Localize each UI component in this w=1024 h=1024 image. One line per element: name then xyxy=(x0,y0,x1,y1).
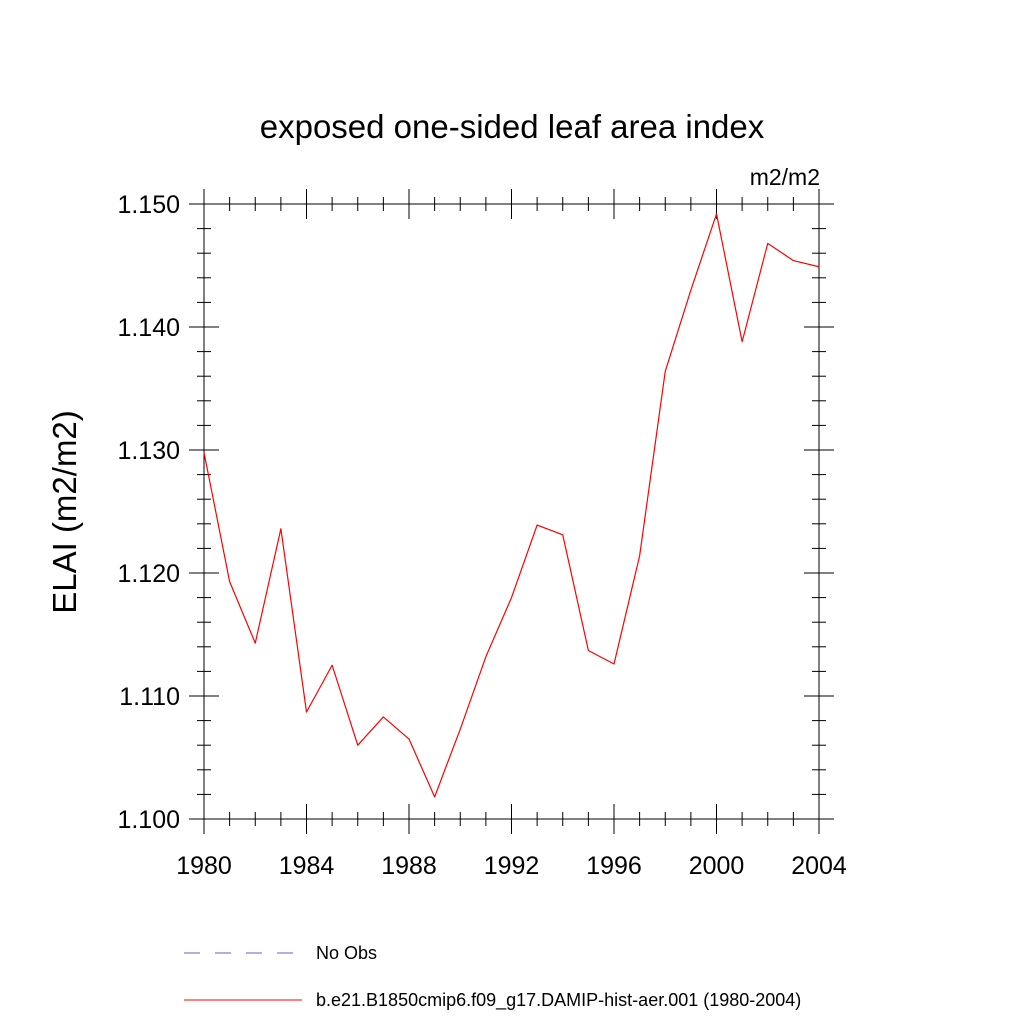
y-tick-label: 1.110 xyxy=(119,683,180,711)
legend: No Obs b.e21.B1850cmip6.f09_g17.DAMIP-hi… xyxy=(184,943,801,1011)
plot-frame xyxy=(203,203,820,820)
y-tick-label: 1.100 xyxy=(117,806,180,834)
units-label: m2/m2 xyxy=(750,164,820,190)
y-tick-labels: 1.100 1.110 1.120 1.130 1.140 1.150 xyxy=(117,191,180,834)
y-tick-label: 1.130 xyxy=(117,437,180,465)
x-tick-label: 2000 xyxy=(689,852,745,880)
y-axis-label: ELAI (m2/m2) xyxy=(46,410,83,614)
x-tick-label: 1988 xyxy=(381,852,437,880)
y-tick-label: 1.120 xyxy=(117,560,180,588)
major-ticks xyxy=(189,189,834,834)
y-tick-label: 1.150 xyxy=(117,191,180,219)
x-tick-label: 1984 xyxy=(279,852,335,880)
x-tick-labels: 1980 1984 1988 1992 1996 2000 2004 xyxy=(176,852,847,880)
series-line xyxy=(203,213,820,798)
series-layer xyxy=(203,213,820,798)
y-tick-label: 1.140 xyxy=(117,314,180,342)
x-tick-label: 2004 xyxy=(791,852,847,880)
x-tick-label: 1992 xyxy=(484,852,540,880)
x-tick-label: 1996 xyxy=(586,852,642,880)
legend-label-model: b.e21.B1850cmip6.f09_g17.DAMIP-hist-aer.… xyxy=(316,990,801,1011)
chart-title: exposed one-sided leaf area index xyxy=(260,108,765,145)
x-tick-label: 1980 xyxy=(176,852,232,880)
legend-label-no-obs: No Obs xyxy=(316,943,377,963)
